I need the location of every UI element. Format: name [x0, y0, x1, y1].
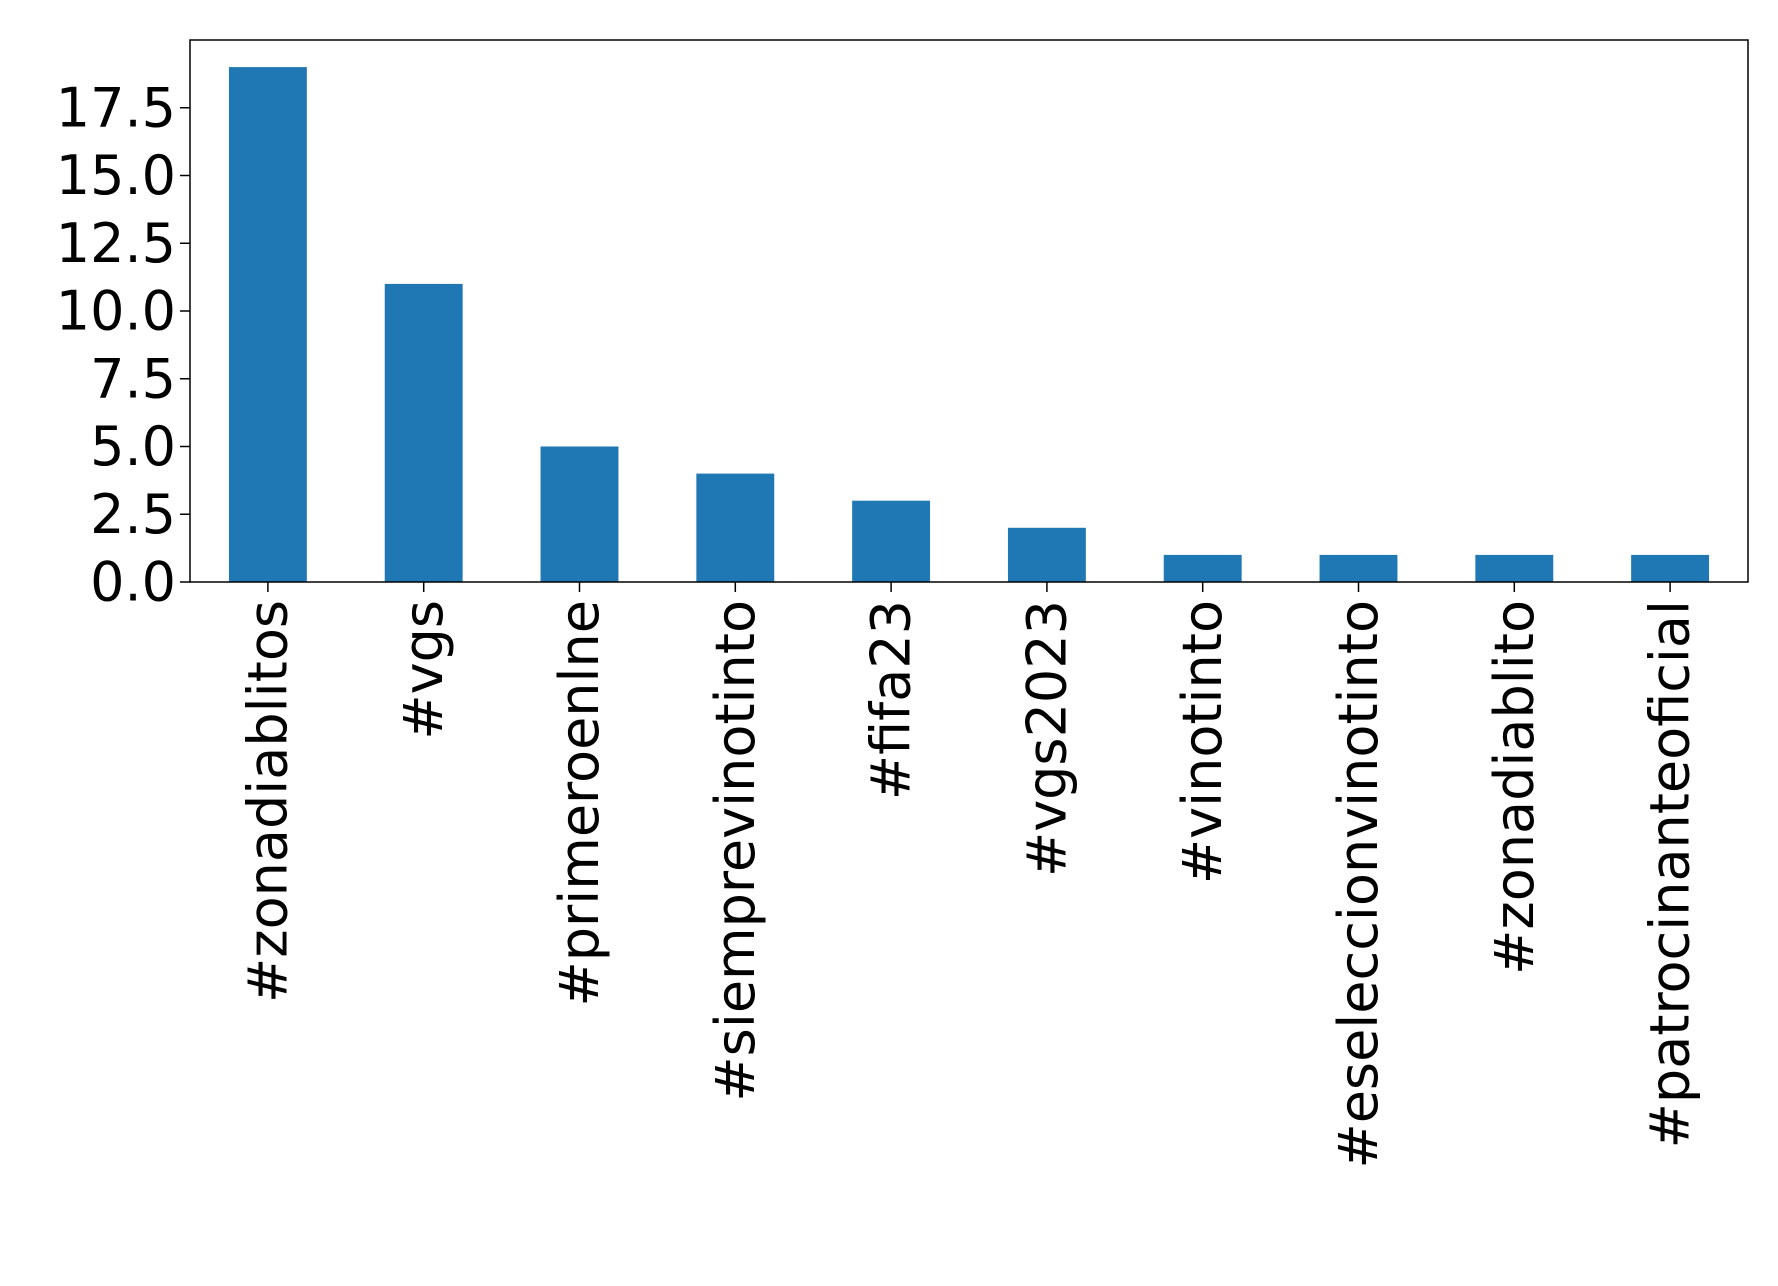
- bars-group: [228, 67, 1710, 583]
- x-tick-label-4: #fifa23: [860, 600, 923, 800]
- y-tick-label-1: 2.5: [90, 483, 176, 546]
- bar-6: [1163, 554, 1242, 582]
- x-tick-label-0: #zonadiablitos: [236, 600, 299, 1003]
- bar-3: [696, 473, 775, 582]
- bar-0: [228, 67, 307, 583]
- x-tick-label-2: #primeroenlne: [548, 600, 611, 1007]
- bar-8: [1475, 554, 1554, 582]
- y-tick-label-6: 15.0: [56, 144, 176, 207]
- x-tick-label-6: #vinotinto: [1171, 600, 1234, 884]
- x-tick-label-3: #siemprevinotinto: [704, 600, 767, 1102]
- bar-5: [1007, 527, 1086, 582]
- x-tick-label-8: #zonadiablito: [1483, 600, 1546, 975]
- bar-1: [384, 283, 463, 582]
- y-tick-label-2: 5.0: [90, 415, 176, 478]
- x-tick-label-5: #vgs2023: [1015, 600, 1078, 877]
- y-tick-label-7: 17.5: [56, 76, 176, 139]
- bar-2: [540, 446, 619, 582]
- bar-9: [1631, 554, 1710, 582]
- plot-frame: [189, 39, 1749, 583]
- y-axis: 0.02.55.07.510.012.515.017.5: [56, 76, 190, 614]
- bar-4: [852, 500, 931, 582]
- x-tick-label-9: #patrocinanteoficial: [1639, 600, 1702, 1148]
- y-tick-label-0: 0.0: [90, 551, 176, 614]
- x-tick-label-7: #eseleccionvinotinto: [1327, 600, 1390, 1169]
- y-tick-label-4: 10.0: [56, 280, 176, 343]
- x-tick-label-1: #vgs: [392, 600, 455, 740]
- bar-7: [1319, 554, 1398, 582]
- y-tick-label-5: 12.5: [56, 212, 176, 275]
- y-tick-label-3: 7.5: [90, 347, 176, 410]
- x-axis: #zonadiablitos #vgs #primeroenlne #siemprev…: [236, 582, 1702, 1169]
